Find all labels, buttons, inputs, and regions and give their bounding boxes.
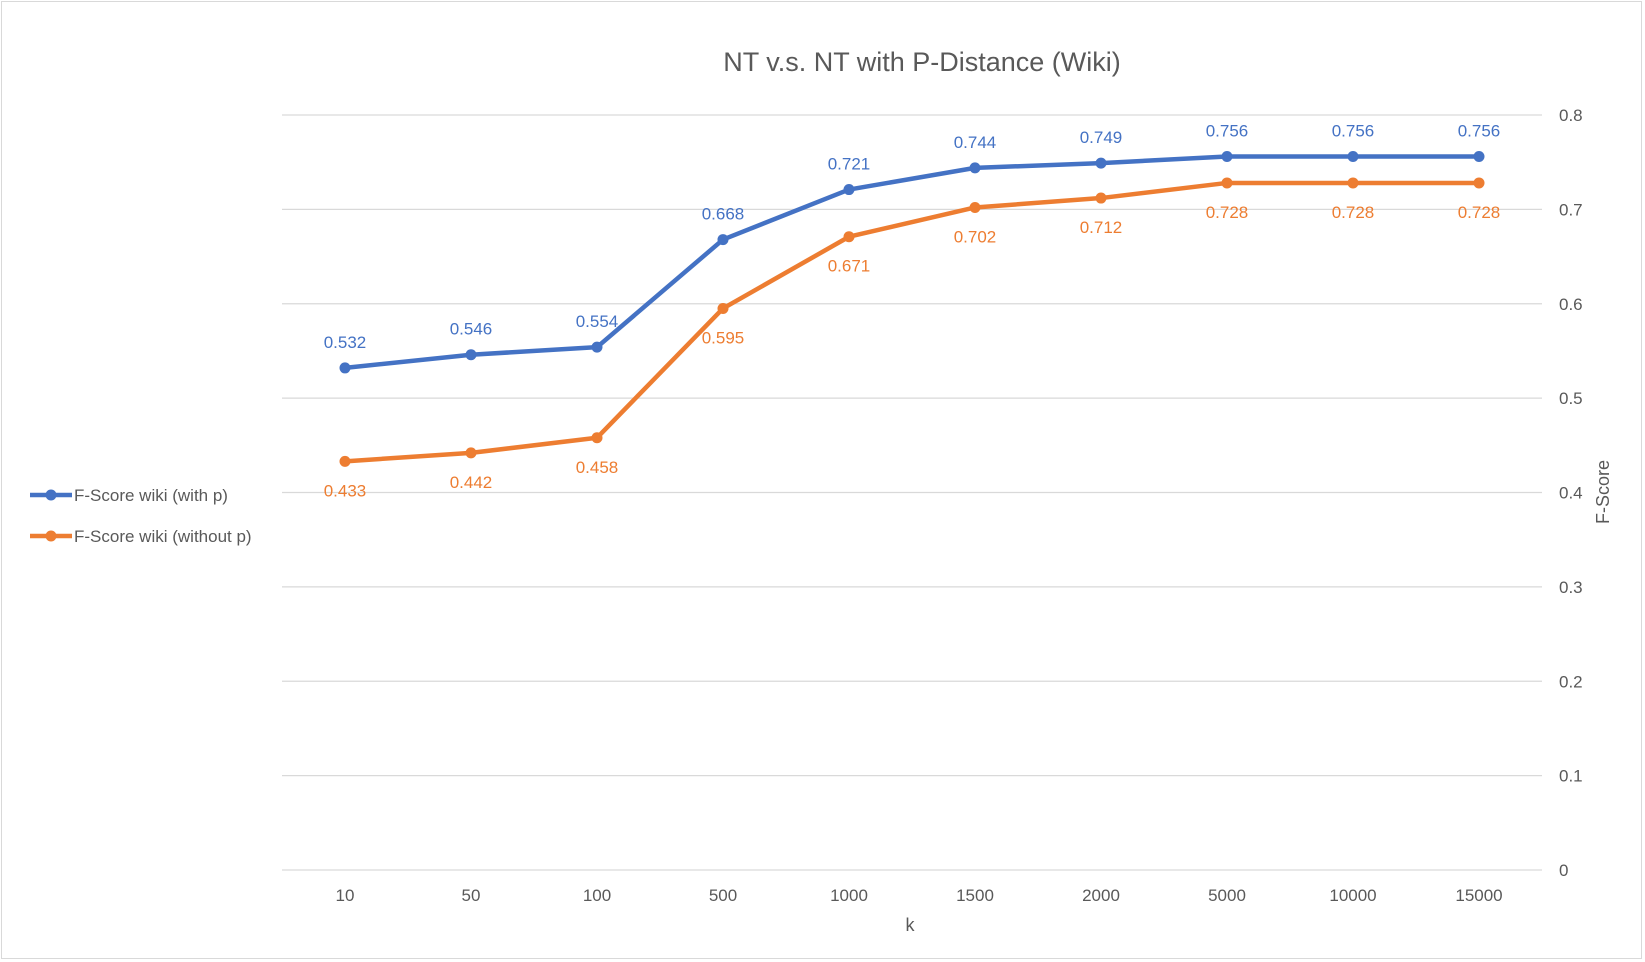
data-point	[339, 362, 351, 374]
data-point	[465, 447, 477, 459]
data-label: 0.532	[324, 333, 367, 352]
data-label: 0.458	[576, 458, 619, 477]
y-axis-ticks: 0 0.1 0.2 0.3 0.4 0.5 0.6 0.7 0.8	[1559, 106, 1583, 880]
y-tick-label: 0.2	[1559, 672, 1583, 691]
data-point	[843, 184, 855, 196]
data-point	[717, 234, 729, 246]
data-label: 0.671	[828, 257, 871, 276]
data-point	[591, 341, 603, 353]
data-point	[1221, 177, 1233, 189]
data-point	[1473, 177, 1485, 189]
legend-label: F-Score wiki (without p)	[74, 527, 252, 546]
data-label: 0.554	[576, 312, 619, 331]
y-tick-label: 0.8	[1559, 106, 1583, 125]
data-label: 0.721	[828, 155, 871, 174]
data-point	[969, 201, 981, 213]
y-tick-label: 0.7	[1559, 200, 1583, 219]
y-tick-label: 0.4	[1559, 484, 1583, 503]
data-label: 0.756	[1206, 122, 1249, 141]
data-point	[969, 162, 981, 174]
data-point	[465, 349, 477, 361]
data-label: 0.728	[1206, 203, 1249, 222]
y-tick-label: 0.3	[1559, 578, 1583, 597]
series-line	[342, 180, 1482, 464]
y-tick-label: 0	[1559, 861, 1568, 880]
y-tick-label: 0.1	[1559, 767, 1583, 786]
series-2: 0.433 0.442 0.458 0.595 0.671 0.702 0.712 0.728…	[324, 177, 1501, 500]
data-label: 0.702	[954, 227, 997, 246]
data-label: 0.546	[450, 320, 493, 339]
x-tick-label: 50	[462, 886, 481, 905]
x-axis-ticks: 10 50 100 500 1000 1500 2000 5000 10000 15000	[336, 886, 1503, 905]
x-tick-label: 10	[336, 886, 355, 905]
data-label: 0.756	[1332, 122, 1375, 141]
legend-label: F-Score wiki (with p)	[74, 486, 228, 505]
legend-marker	[45, 489, 57, 501]
data-point	[1473, 151, 1485, 163]
legend: F-Score wiki (with p) F-Score wiki (witho…	[30, 486, 252, 546]
legend-item-1: F-Score wiki (with p)	[30, 486, 228, 505]
series-layer: 0.532 0.546 0.554 0.668 0.721 0.744 0.749 0.756…	[324, 122, 1501, 501]
data-label: 0.728	[1458, 203, 1501, 222]
y-axis-title: F-Score	[1593, 460, 1613, 524]
series-line	[342, 154, 1482, 371]
data-point	[717, 302, 729, 314]
x-tick-label: 1000	[830, 886, 868, 905]
x-tick-label: 1500	[956, 886, 994, 905]
x-tick-label: 500	[709, 886, 737, 905]
data-label: 0.433	[324, 481, 367, 500]
data-point	[1095, 157, 1107, 169]
data-point	[1347, 177, 1359, 189]
data-point	[591, 432, 603, 444]
x-tick-label: 2000	[1082, 886, 1120, 905]
gridlines	[282, 114, 1542, 871]
series-1: 0.532 0.546 0.554 0.668 0.721 0.744 0.749 0.756…	[324, 122, 1501, 374]
x-tick-label: 5000	[1208, 886, 1246, 905]
data-label: 0.744	[954, 133, 997, 152]
data-point	[1221, 151, 1233, 163]
data-label: 0.756	[1458, 122, 1501, 141]
data-point	[1095, 192, 1107, 204]
x-axis-title: k	[906, 915, 916, 935]
y-tick-label: 0.6	[1559, 295, 1583, 314]
data-point	[843, 231, 855, 243]
data-point	[1347, 151, 1359, 163]
data-label: 0.728	[1332, 203, 1375, 222]
x-tick-label: 10000	[1329, 886, 1376, 905]
legend-marker	[45, 530, 57, 542]
data-label: 0.668	[702, 205, 745, 224]
data-label: 0.595	[702, 328, 745, 347]
chart-title: NT v.s. NT with P-Distance (Wiki)	[723, 47, 1121, 77]
data-label: 0.749	[1080, 128, 1123, 147]
data-point	[339, 455, 351, 467]
legend-item-2: F-Score wiki (without p)	[30, 527, 252, 546]
y-tick-label: 0.5	[1559, 389, 1583, 408]
x-tick-label: 15000	[1455, 886, 1502, 905]
data-label: 0.712	[1080, 218, 1123, 237]
data-label: 0.442	[450, 473, 493, 492]
x-tick-label: 100	[583, 886, 611, 905]
